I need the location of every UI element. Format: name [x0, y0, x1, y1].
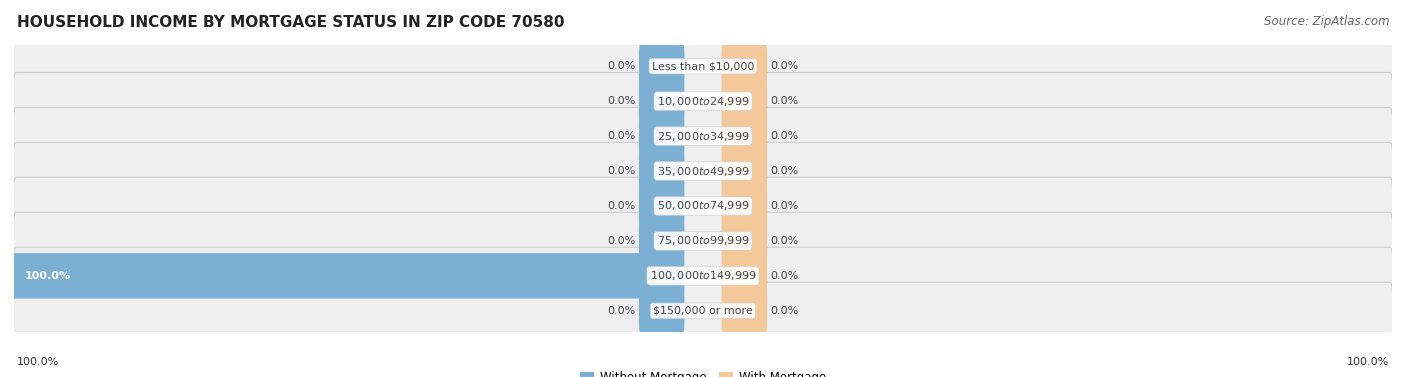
Text: 0.0%: 0.0% [607, 306, 636, 316]
FancyBboxPatch shape [721, 288, 768, 334]
Text: 0.0%: 0.0% [607, 61, 636, 71]
Text: 0.0%: 0.0% [770, 61, 799, 71]
Text: 100.0%: 100.0% [1347, 357, 1389, 367]
Text: 0.0%: 0.0% [770, 271, 799, 281]
Text: 0.0%: 0.0% [607, 236, 636, 246]
FancyBboxPatch shape [721, 78, 768, 124]
FancyBboxPatch shape [13, 253, 685, 299]
FancyBboxPatch shape [638, 218, 685, 264]
Legend: Without Mortgage, With Mortgage: Without Mortgage, With Mortgage [575, 366, 831, 377]
Text: 0.0%: 0.0% [770, 236, 799, 246]
FancyBboxPatch shape [721, 43, 768, 89]
Text: 0.0%: 0.0% [607, 166, 636, 176]
FancyBboxPatch shape [638, 78, 685, 124]
Text: 0.0%: 0.0% [770, 96, 799, 106]
FancyBboxPatch shape [638, 288, 685, 334]
Text: 0.0%: 0.0% [770, 166, 799, 176]
FancyBboxPatch shape [14, 282, 1392, 339]
Text: 0.0%: 0.0% [607, 131, 636, 141]
FancyBboxPatch shape [638, 113, 685, 159]
FancyBboxPatch shape [14, 212, 1392, 270]
FancyBboxPatch shape [14, 107, 1392, 165]
Text: Less than $10,000: Less than $10,000 [652, 61, 754, 71]
FancyBboxPatch shape [14, 143, 1392, 200]
FancyBboxPatch shape [721, 183, 768, 229]
FancyBboxPatch shape [14, 72, 1392, 130]
Text: $75,000 to $99,999: $75,000 to $99,999 [657, 234, 749, 247]
Text: $50,000 to $74,999: $50,000 to $74,999 [657, 199, 749, 213]
Text: 0.0%: 0.0% [607, 96, 636, 106]
Text: 100.0%: 100.0% [24, 271, 70, 281]
Text: 0.0%: 0.0% [770, 306, 799, 316]
Text: 0.0%: 0.0% [770, 201, 799, 211]
Text: $100,000 to $149,999: $100,000 to $149,999 [650, 269, 756, 282]
FancyBboxPatch shape [721, 113, 768, 159]
Text: $25,000 to $34,999: $25,000 to $34,999 [657, 130, 749, 143]
Text: HOUSEHOLD INCOME BY MORTGAGE STATUS IN ZIP CODE 70580: HOUSEHOLD INCOME BY MORTGAGE STATUS IN Z… [17, 15, 564, 30]
Text: $10,000 to $24,999: $10,000 to $24,999 [657, 95, 749, 108]
Text: $35,000 to $49,999: $35,000 to $49,999 [657, 164, 749, 178]
FancyBboxPatch shape [14, 247, 1392, 305]
FancyBboxPatch shape [638, 183, 685, 229]
FancyBboxPatch shape [721, 253, 768, 299]
FancyBboxPatch shape [638, 43, 685, 89]
FancyBboxPatch shape [721, 218, 768, 264]
Text: 0.0%: 0.0% [607, 201, 636, 211]
Text: 0.0%: 0.0% [770, 131, 799, 141]
FancyBboxPatch shape [721, 148, 768, 194]
FancyBboxPatch shape [14, 38, 1392, 95]
Text: $150,000 or more: $150,000 or more [654, 306, 752, 316]
FancyBboxPatch shape [14, 177, 1392, 234]
FancyBboxPatch shape [638, 148, 685, 194]
Text: 100.0%: 100.0% [17, 357, 59, 367]
Text: Source: ZipAtlas.com: Source: ZipAtlas.com [1264, 15, 1389, 28]
